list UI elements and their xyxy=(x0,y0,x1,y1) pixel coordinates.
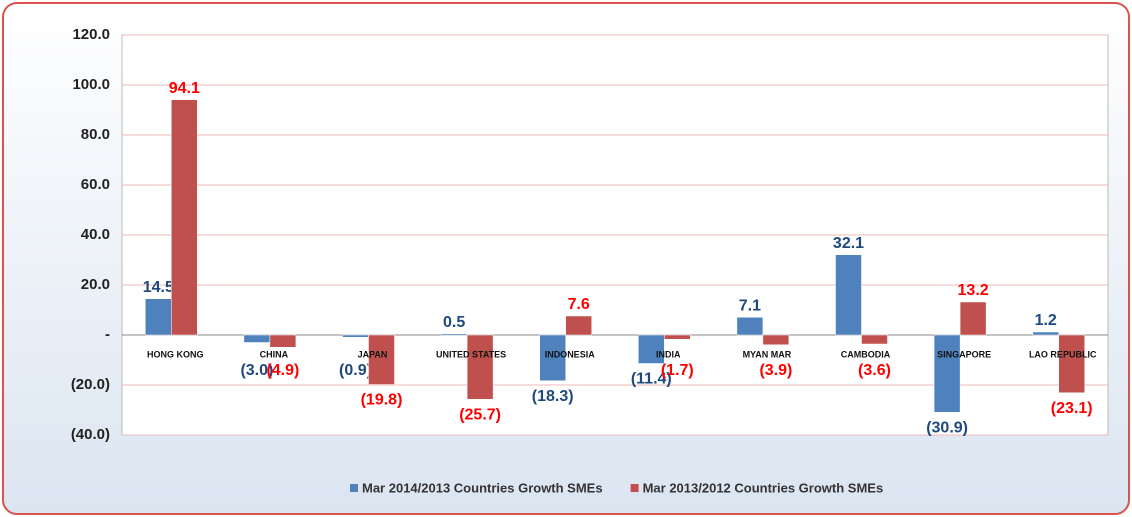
value-label: 94.1 xyxy=(169,80,200,97)
bar xyxy=(145,298,172,336)
value-label: (0.9) xyxy=(339,362,372,379)
y-tick-label: 100.0 xyxy=(72,76,110,93)
bar xyxy=(368,334,395,385)
y-tick-label: 20.0 xyxy=(81,276,110,293)
bar xyxy=(861,334,888,345)
bar xyxy=(171,99,198,336)
value-label: (3.0) xyxy=(240,362,273,379)
bar xyxy=(269,334,297,348)
value-label: (19.8) xyxy=(361,392,403,409)
x-tick-label: SINGAPORE xyxy=(937,349,991,359)
value-label: 7.6 xyxy=(568,296,590,313)
x-tick-label: UNITED STATES xyxy=(436,349,506,359)
value-label: (3.9) xyxy=(759,362,792,379)
x-tick-label: LAO REPUBLIC xyxy=(1029,349,1097,359)
legend-swatch xyxy=(630,484,639,492)
value-label: (4.9) xyxy=(266,362,299,379)
bar xyxy=(1032,331,1059,336)
y-tick-label: (40.0) xyxy=(71,426,110,443)
bar xyxy=(933,334,961,413)
x-tick-label: HONG KONG xyxy=(147,349,204,359)
y-tick-label: 120.0 xyxy=(72,26,110,43)
y-tick-label: 40.0 xyxy=(81,226,110,243)
bar xyxy=(638,334,665,364)
value-label: 14.5 xyxy=(143,279,174,296)
value-label: (25.7) xyxy=(459,406,501,423)
bar xyxy=(440,333,468,336)
legend-label: Mar 2013/2012 Countries Growth SMEs xyxy=(643,480,884,495)
value-label: (11.4) xyxy=(631,371,672,388)
bar xyxy=(342,334,369,338)
x-tick-label: INDONESIA xyxy=(545,349,596,359)
bar xyxy=(736,317,764,336)
x-tick-label: MYAN MAR xyxy=(743,349,792,359)
value-label: 13.2 xyxy=(958,282,989,299)
bar xyxy=(762,334,790,345)
bar xyxy=(243,334,271,343)
bar xyxy=(565,315,592,336)
x-tick-label: CAMBODIA xyxy=(841,349,891,359)
legend-swatch xyxy=(350,484,358,492)
y-tick-label: 80.0 xyxy=(81,126,110,143)
value-label: (3.6) xyxy=(858,362,891,379)
bar xyxy=(1058,334,1085,393)
bar xyxy=(664,334,691,340)
x-tick-label: JAPAN xyxy=(358,349,388,359)
value-label: 32.1 xyxy=(833,235,864,252)
y-tick-label: - xyxy=(105,326,110,343)
bar xyxy=(539,334,566,381)
bar xyxy=(835,254,862,336)
value-label: (18.3) xyxy=(532,388,574,405)
y-tick-label: 60.0 xyxy=(81,176,110,193)
bar xyxy=(959,301,987,336)
value-label: (23.1) xyxy=(1051,400,1093,417)
value-label: 1.2 xyxy=(1035,312,1057,329)
legend-label: Mar 2014/2013 Countries Growth SMEs xyxy=(362,480,603,495)
x-tick-label: CHINA xyxy=(260,349,289,359)
x-tick-label: INDIA xyxy=(656,349,681,359)
value-label: (30.9) xyxy=(926,419,968,436)
value-label: (1.7) xyxy=(661,362,694,379)
bar xyxy=(466,334,494,400)
value-label: 0.5 xyxy=(443,314,465,331)
value-label: 7.1 xyxy=(739,297,761,314)
y-tick-label: (20.0) xyxy=(71,376,110,393)
